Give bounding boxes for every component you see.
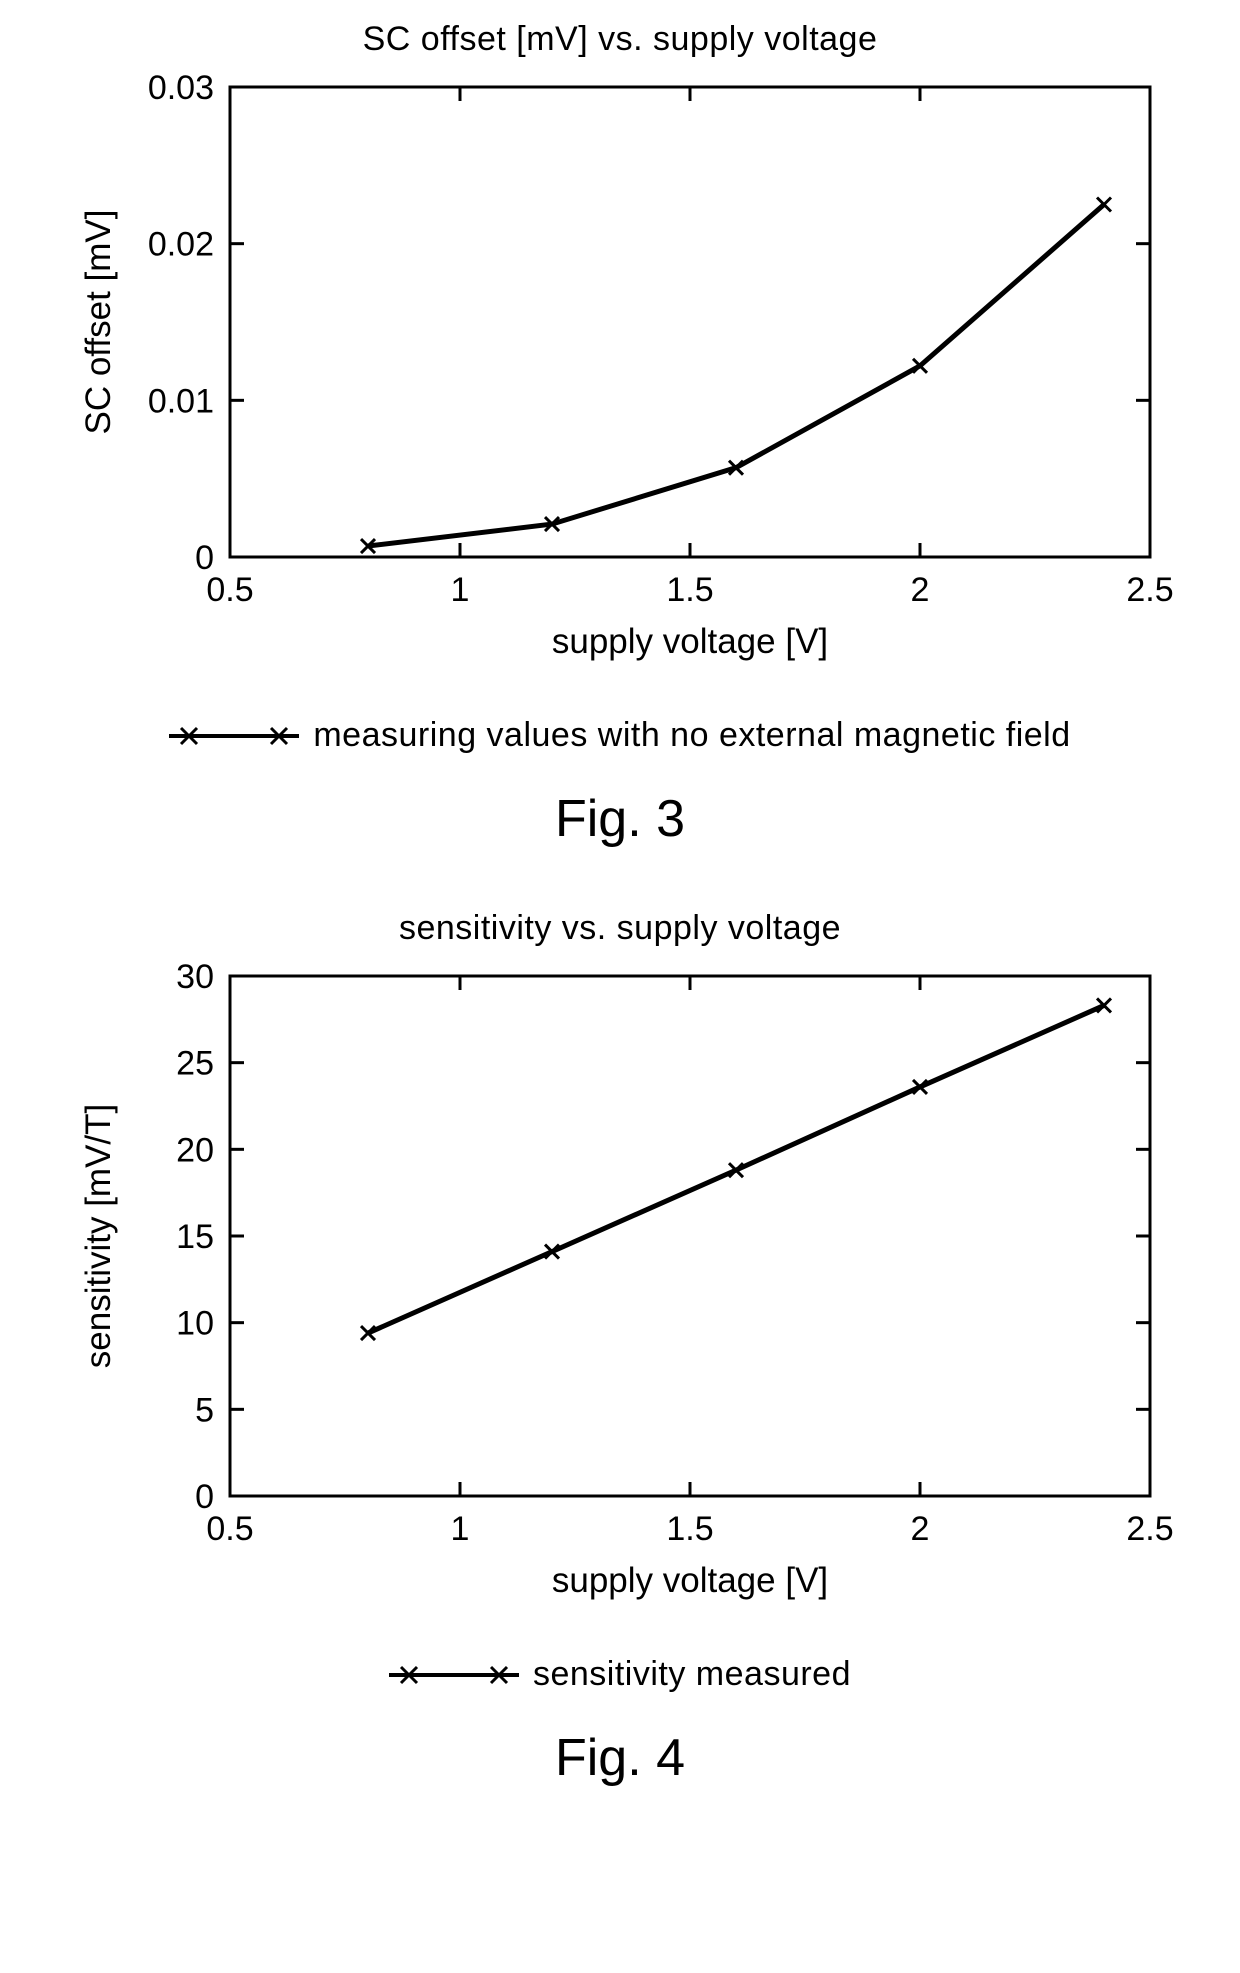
svg-text:supply voltage [V]: supply voltage [V] <box>552 1561 828 1600</box>
svg-text:2: 2 <box>911 1510 930 1548</box>
figure-3-svg: 0.511.522.500.010.020.03supply voltage [… <box>60 67 1180 687</box>
svg-text:2.5: 2.5 <box>1126 571 1173 609</box>
svg-text:sensitivity [mV/T]: sensitivity [mV/T] <box>79 1104 118 1368</box>
figure-4-legend: sensitivity measured <box>389 1655 851 1694</box>
figure-3-caption: Fig. 3 <box>555 789 685 849</box>
figure-3-title: SC offset [mV] vs. supply voltage <box>363 20 878 59</box>
svg-text:supply voltage [V]: supply voltage [V] <box>552 622 828 661</box>
figure-4-caption: Fig. 4 <box>555 1728 685 1788</box>
svg-text:2.5: 2.5 <box>1126 1510 1173 1548</box>
svg-text:5: 5 <box>195 1391 214 1429</box>
figure-3-legend-label: measuring values with no external magnet… <box>313 716 1070 755</box>
figure-3-block: SC offset [mV] vs. supply voltage 0.511.… <box>20 20 1220 909</box>
svg-text:0: 0 <box>195 1478 214 1516</box>
svg-text:0.01: 0.01 <box>148 382 214 420</box>
legend-marker-icon <box>169 721 299 751</box>
svg-text:0.03: 0.03 <box>148 69 214 107</box>
svg-text:10: 10 <box>176 1305 214 1343</box>
svg-text:20: 20 <box>176 1131 214 1169</box>
svg-text:SC offset [mV]: SC offset [mV] <box>79 210 118 435</box>
figure-3-chart: 0.511.522.500.010.020.03supply voltage [… <box>60 67 1180 692</box>
legend-marker-icon <box>389 1660 519 1690</box>
svg-text:25: 25 <box>176 1045 214 1083</box>
svg-text:0: 0 <box>195 539 214 577</box>
figure-4-block: sensitivity vs. supply voltage 0.511.522… <box>20 909 1220 1848</box>
svg-text:1.5: 1.5 <box>666 1510 713 1548</box>
svg-text:0.02: 0.02 <box>148 226 214 264</box>
svg-text:1: 1 <box>451 571 470 609</box>
svg-text:1.5: 1.5 <box>666 571 713 609</box>
svg-text:2: 2 <box>911 571 930 609</box>
svg-text:15: 15 <box>176 1218 214 1256</box>
figure-3-legend: measuring values with no external magnet… <box>169 716 1070 755</box>
svg-text:30: 30 <box>176 958 214 996</box>
figure-4-title: sensitivity vs. supply voltage <box>399 909 841 948</box>
figure-4-chart: 0.511.522.5051015202530supply voltage [V… <box>60 956 1180 1631</box>
svg-text:1: 1 <box>451 1510 470 1548</box>
figure-4-svg: 0.511.522.5051015202530supply voltage [V… <box>60 956 1180 1626</box>
figure-4-legend-label: sensitivity measured <box>533 1655 851 1694</box>
